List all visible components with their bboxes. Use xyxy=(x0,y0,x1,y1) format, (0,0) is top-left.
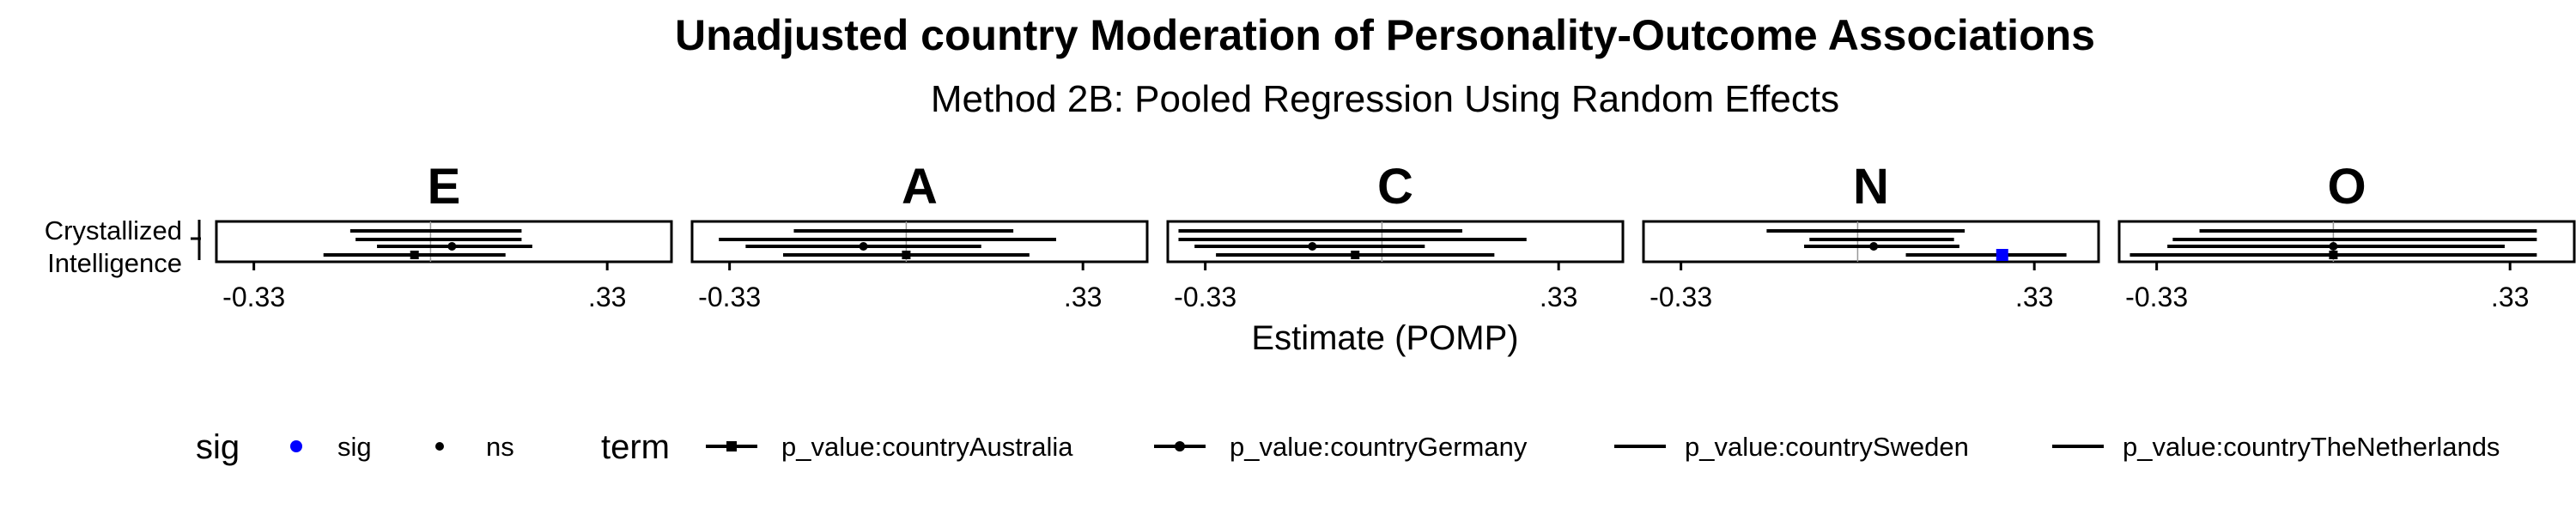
point-estimate-countryAustralia xyxy=(902,251,911,259)
x-tick-label: .33 xyxy=(588,282,626,312)
facet-title-C: C xyxy=(1377,159,1413,215)
sig-legend-key-sig xyxy=(290,440,302,452)
chart-subtitle: Method 2B: Pooled Regression Using Rando… xyxy=(931,78,1839,120)
facet-panels: E -0.33 .33 A -0.33 .33 C -0.33 .33 N -0.33 .33 O -0.… xyxy=(215,159,2576,312)
point-estimate-countryAustralia xyxy=(1996,249,2008,261)
facet-title-N: N xyxy=(1853,159,1889,215)
x-tick-label: -0.33 xyxy=(1174,282,1236,312)
point-estimate-countryAustralia xyxy=(410,251,419,259)
facet-panel-N: N -0.33 .33 xyxy=(1642,159,2100,312)
facet-panel-C: C -0.33 .33 xyxy=(1166,159,1625,312)
x-axis-title: Estimate (POMP) xyxy=(1251,319,1518,357)
y-category-label: Crystallized Intelligence xyxy=(45,215,201,278)
legend: sig sig ns term p_value:countryAustralia p_va… xyxy=(196,428,2500,466)
point-estimate-countryAustralia xyxy=(2329,251,2338,259)
x-tick-label: -0.33 xyxy=(2125,282,2188,312)
term-legend-label-countryTheNetherlands: p_value:countryTheNetherlands xyxy=(2123,432,2500,462)
y-category-label-line2: Intelligence xyxy=(47,248,182,278)
facet-title-E: E xyxy=(428,159,461,215)
x-tick-label: .33 xyxy=(2491,282,2529,312)
point-estimate-countryGermany xyxy=(2329,242,2338,251)
term-legend-marker-countryAustralia xyxy=(726,441,737,451)
facet-panel-A: A -0.33 .33 xyxy=(690,159,1149,312)
sig-legend-label-sig: sig xyxy=(337,432,372,462)
x-tick-label: .33 xyxy=(2015,282,2053,312)
term-legend-marker-countryGermany xyxy=(1175,441,1185,451)
term-legend-title: term xyxy=(601,428,670,466)
facet-title-O: O xyxy=(2327,159,2366,215)
point-estimate-countryAustralia xyxy=(1351,251,1360,259)
sig-legend-label-ns: ns xyxy=(486,432,514,462)
point-estimate-countryGermany xyxy=(1308,242,1317,251)
x-tick-label: .33 xyxy=(1064,282,1102,312)
facet-panel-E: E -0.33 .33 xyxy=(215,159,673,312)
y-category-label-line1: Crystallized xyxy=(45,215,182,245)
point-estimate-countryGermany xyxy=(1869,242,1879,251)
facet-title-A: A xyxy=(902,159,938,215)
chart-title: Unadjusted country Moderation of Persona… xyxy=(675,11,2095,59)
x-tick-label: -0.33 xyxy=(222,282,285,312)
point-estimate-countryGermany xyxy=(447,242,457,251)
sig-legend-key-ns xyxy=(435,442,444,451)
panel-frame xyxy=(690,220,1149,264)
sig-legend-title: sig xyxy=(196,428,240,466)
x-tick-label: -0.33 xyxy=(1649,282,1712,312)
term-legend-label-countryAustralia: p_value:countryAustralia xyxy=(781,432,1073,462)
x-tick-label: -0.33 xyxy=(698,282,761,312)
term-legend-label-countryGermany: p_value:countryGermany xyxy=(1230,432,1528,462)
x-tick-label: .33 xyxy=(1540,282,1577,312)
facet-panel-O: O -0.33 .33 xyxy=(2117,159,2576,312)
point-estimate-countryGermany xyxy=(859,242,868,251)
term-legend-label-countrySweden: p_value:countrySweden xyxy=(1685,432,1969,462)
